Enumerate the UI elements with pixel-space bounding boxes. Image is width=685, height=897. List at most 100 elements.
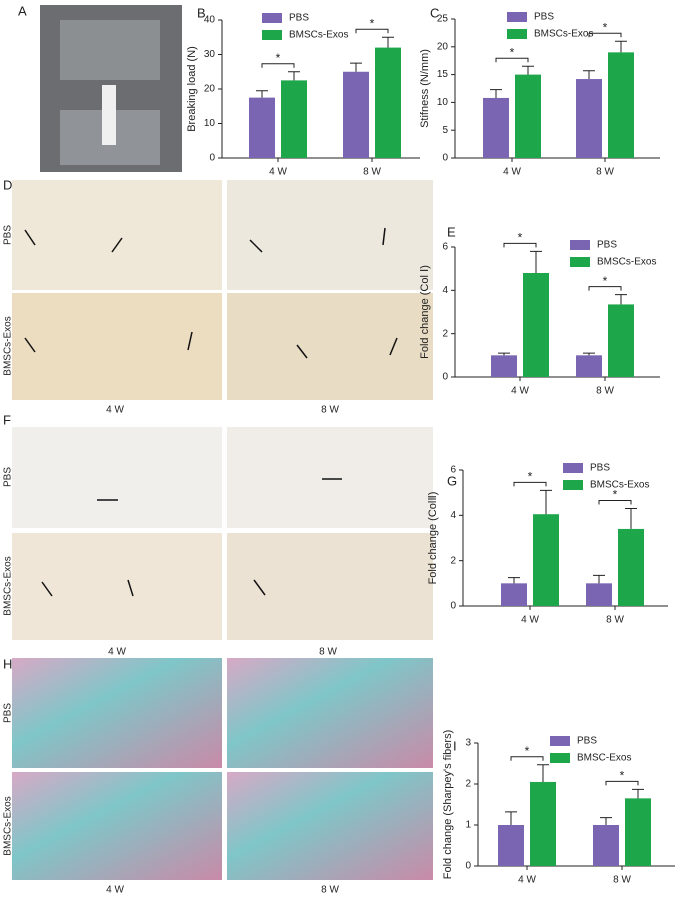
x-tick-label: 4 W	[503, 167, 521, 178]
legend-label: BMSCs-Exos	[590, 480, 649, 491]
legend-label: PBS	[289, 13, 309, 24]
significance-bracket	[510, 756, 544, 761]
bar	[491, 355, 517, 377]
y-tick-label: 2	[450, 555, 456, 566]
row-label: PBS	[3, 467, 14, 487]
y-tick-label: 15	[437, 69, 449, 80]
bar	[608, 304, 634, 377]
significance-star: *	[613, 488, 618, 502]
bar	[533, 514, 559, 606]
y-axis-label: Breaking load (N)	[186, 46, 198, 132]
legend-swatch	[550, 736, 570, 746]
y-axis-label: Stifness (N/mm)	[419, 49, 431, 128]
micrograph	[12, 293, 222, 400]
y-axis-label: Fold change (Sharpey's fibers)	[442, 730, 454, 879]
legend-label: BMSC-Exos	[577, 753, 631, 764]
significance-star: *	[528, 470, 533, 484]
legend-swatch	[570, 257, 590, 267]
bar	[501, 583, 527, 606]
bar	[375, 47, 401, 158]
legend-swatch	[507, 29, 527, 39]
bar	[576, 355, 602, 377]
y-tick-label: 6	[442, 242, 448, 253]
error-bar	[508, 577, 520, 584]
error-bar	[256, 90, 268, 98]
column-label: 8 W	[319, 647, 337, 658]
bar	[498, 825, 524, 866]
significance-star: *	[603, 274, 608, 288]
y-tick-label: 0	[442, 153, 448, 164]
y-tick-label: 30	[204, 49, 216, 60]
error-bar	[530, 250, 542, 273]
error-bar	[490, 89, 502, 98]
micrograph	[227, 772, 433, 880]
significance-star: *	[603, 20, 608, 34]
bar	[530, 781, 556, 866]
error-bar	[505, 811, 517, 825]
bar	[625, 798, 651, 866]
panel-label: I	[453, 738, 457, 753]
bar	[523, 273, 549, 377]
row-label: BMSCs-Exos	[3, 316, 14, 375]
bar	[586, 583, 612, 606]
micrograph	[227, 293, 433, 400]
bar	[281, 80, 307, 158]
legend-swatch	[507, 12, 527, 22]
significance-bracket	[261, 63, 295, 68]
error-bar	[583, 70, 595, 80]
legend-label: PBS	[590, 463, 610, 474]
arrows	[24, 227, 398, 597]
significance-bracket	[588, 32, 622, 38]
x-tick-label: 8 W	[613, 875, 631, 886]
y-tick-label: 25	[437, 14, 449, 25]
legend-label: BMSCs-Exos	[597, 257, 656, 268]
significance-star: *	[510, 45, 515, 59]
column-label: 4 W	[106, 405, 124, 416]
bar	[576, 79, 602, 158]
micrograph	[12, 427, 222, 528]
x-tick-label: 8 W	[363, 167, 381, 178]
bar	[343, 71, 369, 158]
panel-label: G	[447, 473, 457, 488]
panel-label: F	[3, 412, 11, 427]
y-tick-label: 20	[437, 41, 449, 52]
legend-swatch	[563, 480, 583, 490]
panel-label: H	[3, 656, 12, 671]
significance-bracket	[598, 500, 632, 505]
y-tick-label: 10	[204, 118, 216, 129]
y-tick-label: 4	[450, 510, 456, 521]
x-tick-label: 4 W	[269, 167, 287, 178]
bar	[608, 52, 634, 158]
error-bar	[288, 71, 300, 81]
micrograph	[227, 180, 433, 290]
x-tick-label: 8 W	[596, 167, 614, 178]
x-tick-label: 8 W	[606, 615, 624, 626]
column-label: 4 W	[106, 885, 124, 896]
bar	[515, 74, 541, 158]
y-tick-label: 40	[204, 15, 216, 26]
photo-detail	[102, 85, 116, 145]
row-label: BMSCs-Exos	[3, 556, 14, 615]
error-bar	[632, 788, 644, 799]
x-tick-label: 8 W	[596, 386, 614, 397]
y-tick-label: 0	[442, 372, 448, 383]
micrograph	[12, 658, 222, 768]
error-bar	[615, 294, 627, 305]
x-tick-label: 4 W	[521, 615, 539, 626]
image-grid	[12, 180, 433, 880]
micrograph	[227, 533, 433, 640]
y-tick-label: 20	[204, 84, 216, 95]
y-tick-label: 4	[442, 285, 448, 296]
row-label: PBS	[3, 703, 14, 723]
significance-star: *	[518, 231, 523, 245]
significance-star: *	[370, 16, 375, 30]
bar	[249, 97, 275, 158]
legend-label: PBS	[577, 736, 597, 747]
panel-label: E	[447, 224, 456, 239]
error-bar	[382, 36, 394, 48]
error-bar	[522, 65, 534, 75]
error-bar	[615, 40, 627, 53]
y-tick-label: 1	[465, 820, 471, 831]
significance-star: *	[620, 769, 625, 783]
